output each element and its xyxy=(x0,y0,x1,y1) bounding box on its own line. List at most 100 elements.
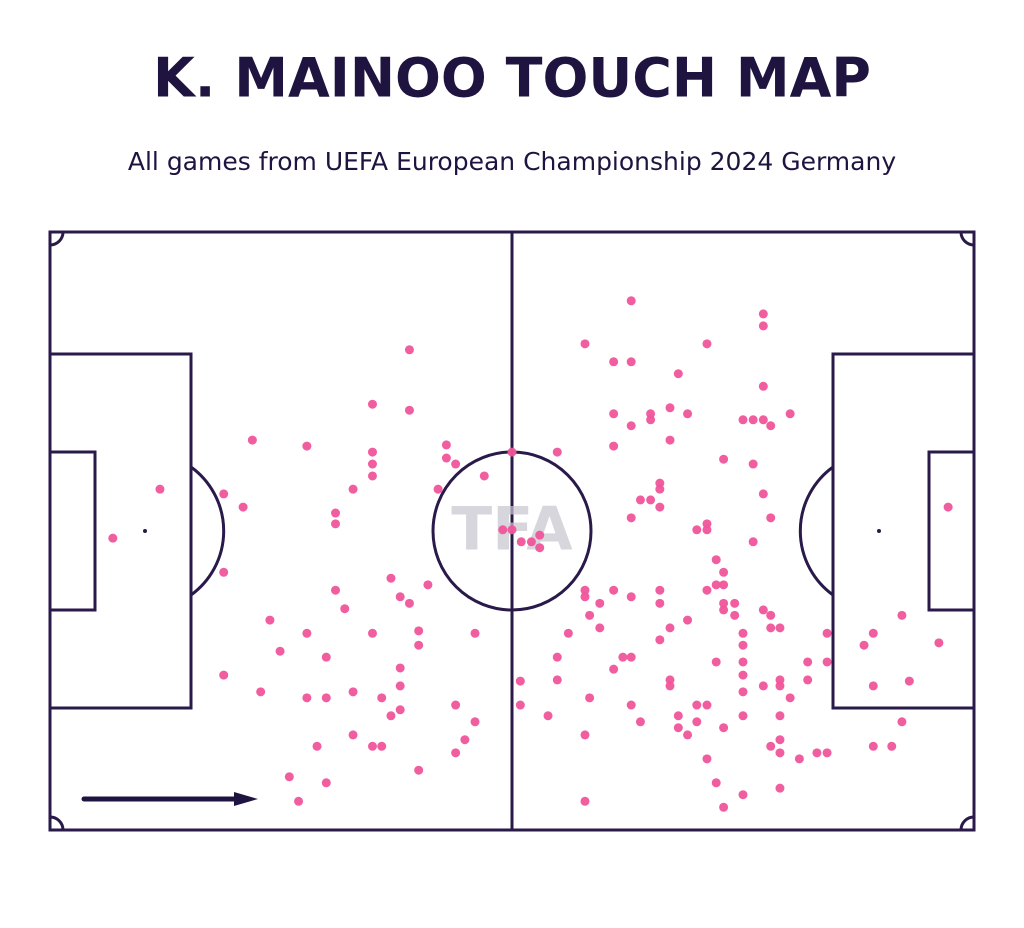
touch-point xyxy=(595,598,605,608)
touch-point xyxy=(451,700,461,710)
touch-point xyxy=(812,748,822,758)
touch-point xyxy=(711,657,721,667)
touch-point xyxy=(414,640,424,650)
touch-point xyxy=(758,321,768,331)
touch-point xyxy=(535,543,545,553)
touch-point xyxy=(626,592,636,602)
touch-point xyxy=(526,537,536,547)
touch-point xyxy=(794,754,804,764)
chart-title: K. MAINOO TOUCH MAP xyxy=(153,47,871,110)
touch-point xyxy=(673,369,683,379)
touch-point xyxy=(748,459,758,469)
touch-point xyxy=(515,676,525,686)
touch-point xyxy=(683,409,693,419)
touch-point xyxy=(673,723,683,733)
touch-point xyxy=(859,640,869,650)
touch-point xyxy=(702,585,712,595)
touch-point xyxy=(766,513,776,523)
touch-point xyxy=(626,700,636,710)
touch-point xyxy=(595,623,605,633)
touch-point xyxy=(515,700,525,710)
touch-point xyxy=(665,623,675,633)
touch-point xyxy=(348,687,358,697)
penalty-arc xyxy=(798,465,834,597)
touch-point xyxy=(626,513,636,523)
touch-point xyxy=(738,687,748,697)
touch-point xyxy=(626,421,636,431)
touch-point xyxy=(738,670,748,680)
penalty-box xyxy=(48,352,193,710)
touch-point xyxy=(655,502,665,512)
touch-point xyxy=(247,435,257,445)
touch-point xyxy=(507,525,517,535)
touch-point xyxy=(377,693,387,703)
touch-point xyxy=(626,357,636,367)
touch-point xyxy=(414,765,424,775)
touch-point xyxy=(275,646,285,656)
touch-point xyxy=(294,796,304,806)
touch-point xyxy=(441,440,451,450)
touch-point xyxy=(738,657,748,667)
touch-point xyxy=(758,489,768,499)
touch-point xyxy=(618,652,628,662)
touch-point xyxy=(702,700,712,710)
touch-point xyxy=(535,530,545,540)
touch-point xyxy=(775,623,785,633)
touch-point xyxy=(433,484,443,494)
goal-area xyxy=(48,450,97,612)
touch-point xyxy=(367,459,377,469)
touch-point xyxy=(719,580,729,590)
touch-point xyxy=(655,484,665,494)
touch-point xyxy=(265,615,275,625)
touch-point xyxy=(758,381,768,391)
chart-subtitle: All games from UEFA European Championshi… xyxy=(128,147,896,176)
touch-point xyxy=(766,623,776,633)
touch-point xyxy=(108,533,118,543)
touch-point xyxy=(312,741,322,751)
touch-point xyxy=(331,585,341,595)
touch-point xyxy=(414,626,424,636)
touch-point xyxy=(348,730,358,740)
touch-point xyxy=(423,580,433,590)
touch-point xyxy=(479,471,489,481)
touch-point xyxy=(822,628,832,638)
touch-point xyxy=(367,447,377,457)
touch-point xyxy=(934,638,944,648)
touch-point xyxy=(719,454,729,464)
touch-point xyxy=(386,573,396,583)
touch-point xyxy=(219,670,229,680)
touch-point xyxy=(766,741,776,751)
touch-point xyxy=(302,441,312,451)
touch-point xyxy=(386,711,396,721)
touch-point xyxy=(543,711,553,721)
touch-point xyxy=(219,489,229,499)
touch-point xyxy=(580,730,590,740)
touch-point xyxy=(730,598,740,608)
touch-point xyxy=(775,735,785,745)
touch-point xyxy=(758,309,768,319)
direction-arrowhead xyxy=(234,792,258,806)
touch-point xyxy=(692,717,702,727)
touch-point xyxy=(719,723,729,733)
touch-point xyxy=(460,735,470,745)
touch-point xyxy=(683,615,693,625)
touch-point xyxy=(219,567,229,577)
touch-point xyxy=(367,399,377,409)
touch-point xyxy=(738,415,748,425)
touch-point xyxy=(646,495,656,505)
touch-point xyxy=(719,567,729,577)
touch-point xyxy=(563,628,573,638)
touch-point xyxy=(451,459,461,469)
goal-area xyxy=(927,450,976,612)
touch-point xyxy=(395,663,405,673)
touch-point xyxy=(655,635,665,645)
penalty-box xyxy=(831,352,976,710)
touch-point xyxy=(585,693,595,703)
touch-point xyxy=(580,585,590,595)
touch-point xyxy=(738,640,748,650)
touch-point xyxy=(552,652,562,662)
touch-point xyxy=(785,693,795,703)
touch-point xyxy=(609,585,619,595)
touch-point xyxy=(404,405,414,415)
penalty-arc xyxy=(190,465,226,597)
